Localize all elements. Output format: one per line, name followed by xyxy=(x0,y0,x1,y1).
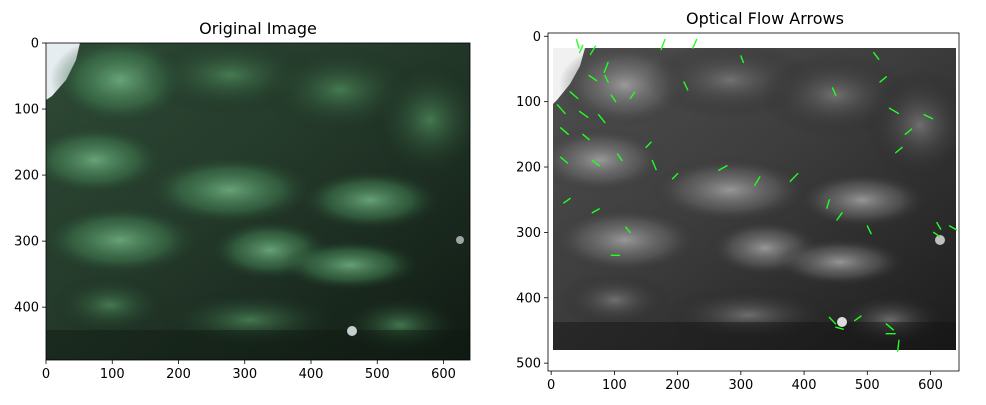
flow-arrow xyxy=(879,76,887,83)
original-image-x-tick-label: 600 xyxy=(431,367,456,382)
flow-arrow xyxy=(603,61,609,73)
optical-flow-x-tick-label: 200 xyxy=(665,378,690,393)
flow-arrow xyxy=(936,221,942,230)
flow-arrow xyxy=(671,172,679,180)
original-image-x-tick-label: 500 xyxy=(365,367,390,382)
optical-flow-y-tick-label: 500 xyxy=(516,357,541,372)
optical-flow-x-tick-label: 400 xyxy=(792,378,817,393)
optical-flow-y-tick-label: 300 xyxy=(516,226,541,241)
optical-flow-arrows xyxy=(556,38,958,353)
flow-arrow xyxy=(604,74,609,83)
flow-arrow xyxy=(895,146,903,154)
optical-flow-x-tick-label: 500 xyxy=(855,378,880,393)
original-image-axes-frame xyxy=(45,42,471,361)
flow-arrow xyxy=(588,74,598,82)
optical-flow-y-tick-label: 400 xyxy=(516,291,541,306)
original-image-y-tick-label: 200 xyxy=(14,169,39,184)
flow-arrow xyxy=(582,133,590,141)
original-image-y-tick-label: 100 xyxy=(14,103,39,118)
optical-flow-title: Optical Flow Arrows xyxy=(686,9,844,28)
flow-arrow xyxy=(683,81,689,91)
flow-arrow xyxy=(589,45,597,56)
original-image-x-tick-label: 200 xyxy=(166,367,191,382)
flow-arrow xyxy=(740,55,745,64)
flow-arrow xyxy=(563,197,571,204)
optical-flow-x-axis: 0 100 200 300 400 500 600 xyxy=(547,371,943,393)
original-image-y-axis: 0 100 200 300 400 xyxy=(14,37,46,316)
original-image-y-tick-label: 300 xyxy=(14,235,39,250)
flow-arrow xyxy=(575,38,580,49)
flow-arrow xyxy=(616,153,623,162)
flow-arrow xyxy=(569,91,579,100)
optical-flow-y-tick-label: 0 xyxy=(533,30,541,45)
optical-flow-grayscale-photo xyxy=(553,48,956,350)
flow-arrow xyxy=(831,87,837,96)
optical-flow-x-tick-label: 0 xyxy=(547,378,555,393)
flow-arrow xyxy=(660,38,666,51)
optical-flow-x-tick-label: 600 xyxy=(918,378,943,393)
optical-flow-y-tick-label: 100 xyxy=(516,95,541,110)
optical-flow-y-axis: 0 100 200 300 400 500 xyxy=(516,30,548,372)
original-image-title: Original Image xyxy=(199,19,317,38)
original-image-x-tick-label: 0 xyxy=(42,367,50,382)
original-image-photo xyxy=(46,43,470,360)
flow-arrow xyxy=(591,159,600,167)
panel-original-image: Original Image 0 100 200 300 400 500 6 xyxy=(14,19,471,382)
flow-arrow xyxy=(789,172,799,183)
flow-arrow xyxy=(651,159,657,171)
flow-arrow xyxy=(629,91,636,100)
original-image-x-tick-label: 400 xyxy=(299,367,324,382)
flow-arrow xyxy=(835,326,844,330)
original-image-x-tick-label: 100 xyxy=(100,367,125,382)
original-image-x-tick-label: 300 xyxy=(232,367,257,382)
optical-flow-y-tick-label: 200 xyxy=(516,161,541,176)
flow-arrow xyxy=(923,114,934,120)
flow-arrow xyxy=(559,156,569,164)
flow-arrow xyxy=(610,94,617,103)
flow-arrow xyxy=(948,225,958,231)
flow-arrow xyxy=(591,208,600,214)
original-image-x-axis: 0 100 200 300 400 500 600 xyxy=(42,360,456,382)
flow-arrow xyxy=(904,128,913,136)
original-image-y-tick-label: 400 xyxy=(14,301,39,316)
optical-flow-x-tick-label: 300 xyxy=(728,378,753,393)
flow-arrow xyxy=(597,114,606,124)
flow-arrow xyxy=(888,107,899,115)
optical-flow-axes-frame xyxy=(547,32,960,372)
flow-arrow xyxy=(556,104,566,115)
flow-arrow xyxy=(828,316,837,325)
flow-arrow xyxy=(836,212,843,221)
flow-arrow xyxy=(853,315,862,322)
flow-arrow xyxy=(718,165,728,171)
flow-arrow xyxy=(625,226,631,234)
flow-arrow xyxy=(754,176,761,187)
flow-arrow xyxy=(866,225,872,235)
flow-arrow xyxy=(885,323,894,331)
flow-arrow xyxy=(826,199,831,209)
flow-arrow xyxy=(559,127,569,136)
flow-arrow xyxy=(692,38,698,49)
panel-optical-flow: Optical Flow Arrows 0 100 200 300 400 500 600 xyxy=(516,9,960,393)
flow-arrow xyxy=(578,44,584,54)
flow-arrow xyxy=(896,339,900,353)
flow-arrow xyxy=(872,51,880,60)
flow-arrow xyxy=(645,141,652,149)
original-image-y-tick-label: 0 xyxy=(31,37,39,52)
optical-flow-x-tick-label: 100 xyxy=(602,378,627,393)
flow-arrow xyxy=(933,231,941,238)
flow-arrow xyxy=(578,110,589,119)
